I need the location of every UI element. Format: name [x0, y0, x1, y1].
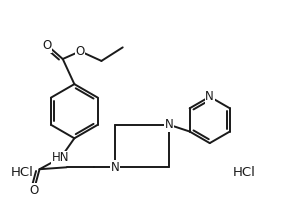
- Text: HN: HN: [52, 151, 69, 164]
- Text: O: O: [43, 39, 52, 52]
- Text: O: O: [29, 184, 38, 197]
- Text: N: N: [165, 118, 174, 131]
- Text: HCl: HCl: [233, 166, 256, 179]
- Text: O: O: [75, 45, 85, 58]
- Text: HCl: HCl: [11, 166, 34, 179]
- Text: N: N: [110, 161, 119, 174]
- Text: N: N: [205, 90, 214, 103]
